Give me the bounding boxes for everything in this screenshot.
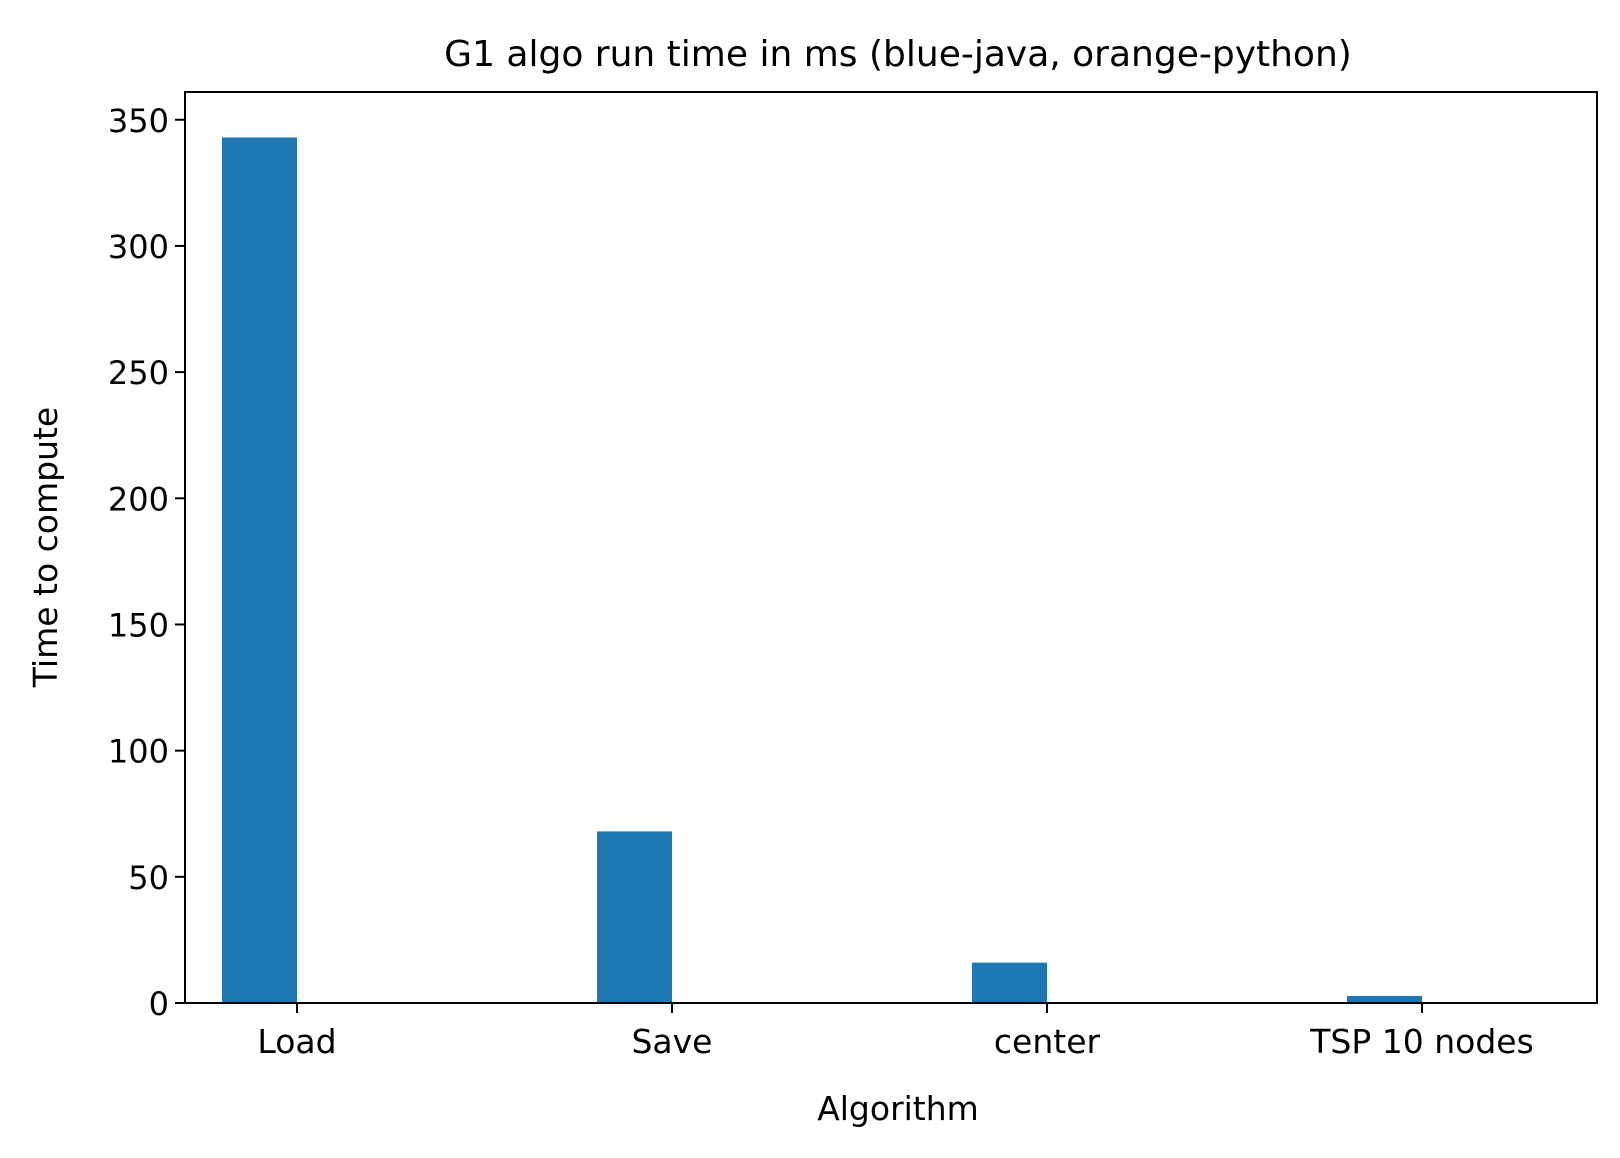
x-tick-label: Save [631, 1022, 712, 1061]
y-tick-label: 50 [128, 859, 169, 897]
y-tick-label: 200 [108, 480, 169, 518]
y-tick-label: 300 [108, 228, 169, 266]
y-tick-label: 0 [149, 985, 169, 1023]
y-tick-label: 150 [108, 606, 169, 644]
y-axis-label: Time to compute [26, 407, 65, 688]
bar-series-1-center [972, 962, 1047, 1003]
bar-series-1-load [222, 137, 297, 1003]
y-tick-label: 350 [108, 102, 169, 140]
x-tick-label: TSP 10 nodes [1309, 1022, 1534, 1061]
bar-series-1-tsp-10-nodes [1347, 995, 1422, 1003]
x-tick-label: Load [257, 1022, 336, 1061]
plot-frame [184, 91, 1598, 1004]
y-tick-label: 100 [108, 733, 169, 771]
y-tick-label: 250 [108, 354, 169, 392]
plot-area: 0 50 100 150 200 250 300 350 Load Save center TSP 1… [108, 91, 1598, 1061]
bar-series-1-save [597, 831, 672, 1003]
x-axis-label: Algorithm [817, 1089, 979, 1128]
chart-title: G1 algo run time in ms (blue-java, orang… [444, 34, 1352, 75]
x-tick-label: center [994, 1022, 1101, 1061]
